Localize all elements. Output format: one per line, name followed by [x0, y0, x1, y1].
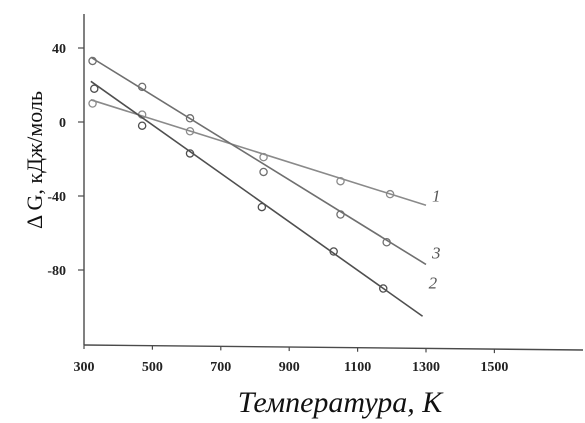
series-3-point-3 — [259, 167, 268, 177]
x-tick-label-0: 300 — [74, 360, 95, 375]
series-2-point-2 — [185, 149, 195, 158]
series-layer: 1 3 2 — [88, 56, 441, 317]
axes — [83, 14, 584, 351]
x-tick-label-6: 1500 — [480, 360, 508, 375]
series-3-point-1 — [137, 82, 147, 92]
x-tick-label-2: 700 — [210, 360, 231, 375]
series-1-point-4 — [336, 176, 345, 186]
series-3-label: 3 — [431, 243, 441, 262]
x-tick-label-4: 1100 — [344, 360, 371, 375]
series-3-line — [90, 56, 427, 266]
labels-layer: 40 0 -40 -80 300 500 700 900 1100 1300 1500 — [47, 42, 508, 375]
series-3-point-5 — [382, 237, 391, 247]
series-3: 3 — [88, 56, 441, 266]
series-2-point-3 — [257, 202, 267, 212]
series-2-point-4 — [329, 247, 338, 256]
series-3-point-4 — [336, 210, 345, 219]
x-tick-label-1: 500 — [142, 360, 163, 375]
series-1-point-0 — [88, 99, 97, 108]
series-1-point-5 — [385, 189, 395, 199]
series-3-point-0 — [88, 56, 97, 66]
series-2-point-5 — [378, 284, 388, 293]
x-tick-label-5: 1300 — [412, 360, 440, 375]
series-1-point-3 — [259, 152, 268, 162]
series-3-point-2 — [185, 114, 195, 123]
series-2: 2 — [90, 80, 438, 317]
x-tick-label-3: 900 — [279, 360, 300, 375]
series-1-label: 1 — [432, 186, 441, 205]
y-tick-label-1: 0 — [59, 116, 66, 131]
series-2-point-0 — [90, 84, 99, 93]
series-1-line — [90, 99, 427, 207]
y-tick-label-3: -80 — [47, 264, 66, 279]
y-axis-title: Δ G, кДж/моль — [22, 91, 47, 229]
x-axis-line — [83, 344, 584, 351]
series-1-point-2 — [185, 127, 195, 136]
series-1: 1 — [88, 99, 441, 207]
y-tick-label-0: 40 — [52, 42, 66, 57]
series-2-line — [90, 80, 424, 317]
ticks — [78, 47, 495, 354]
series-2-point-1 — [137, 121, 147, 130]
x-axis-title: Температура, К — [238, 386, 444, 419]
y-tick-label-2: -40 — [47, 190, 66, 205]
series-2-label: 2 — [429, 273, 438, 292]
